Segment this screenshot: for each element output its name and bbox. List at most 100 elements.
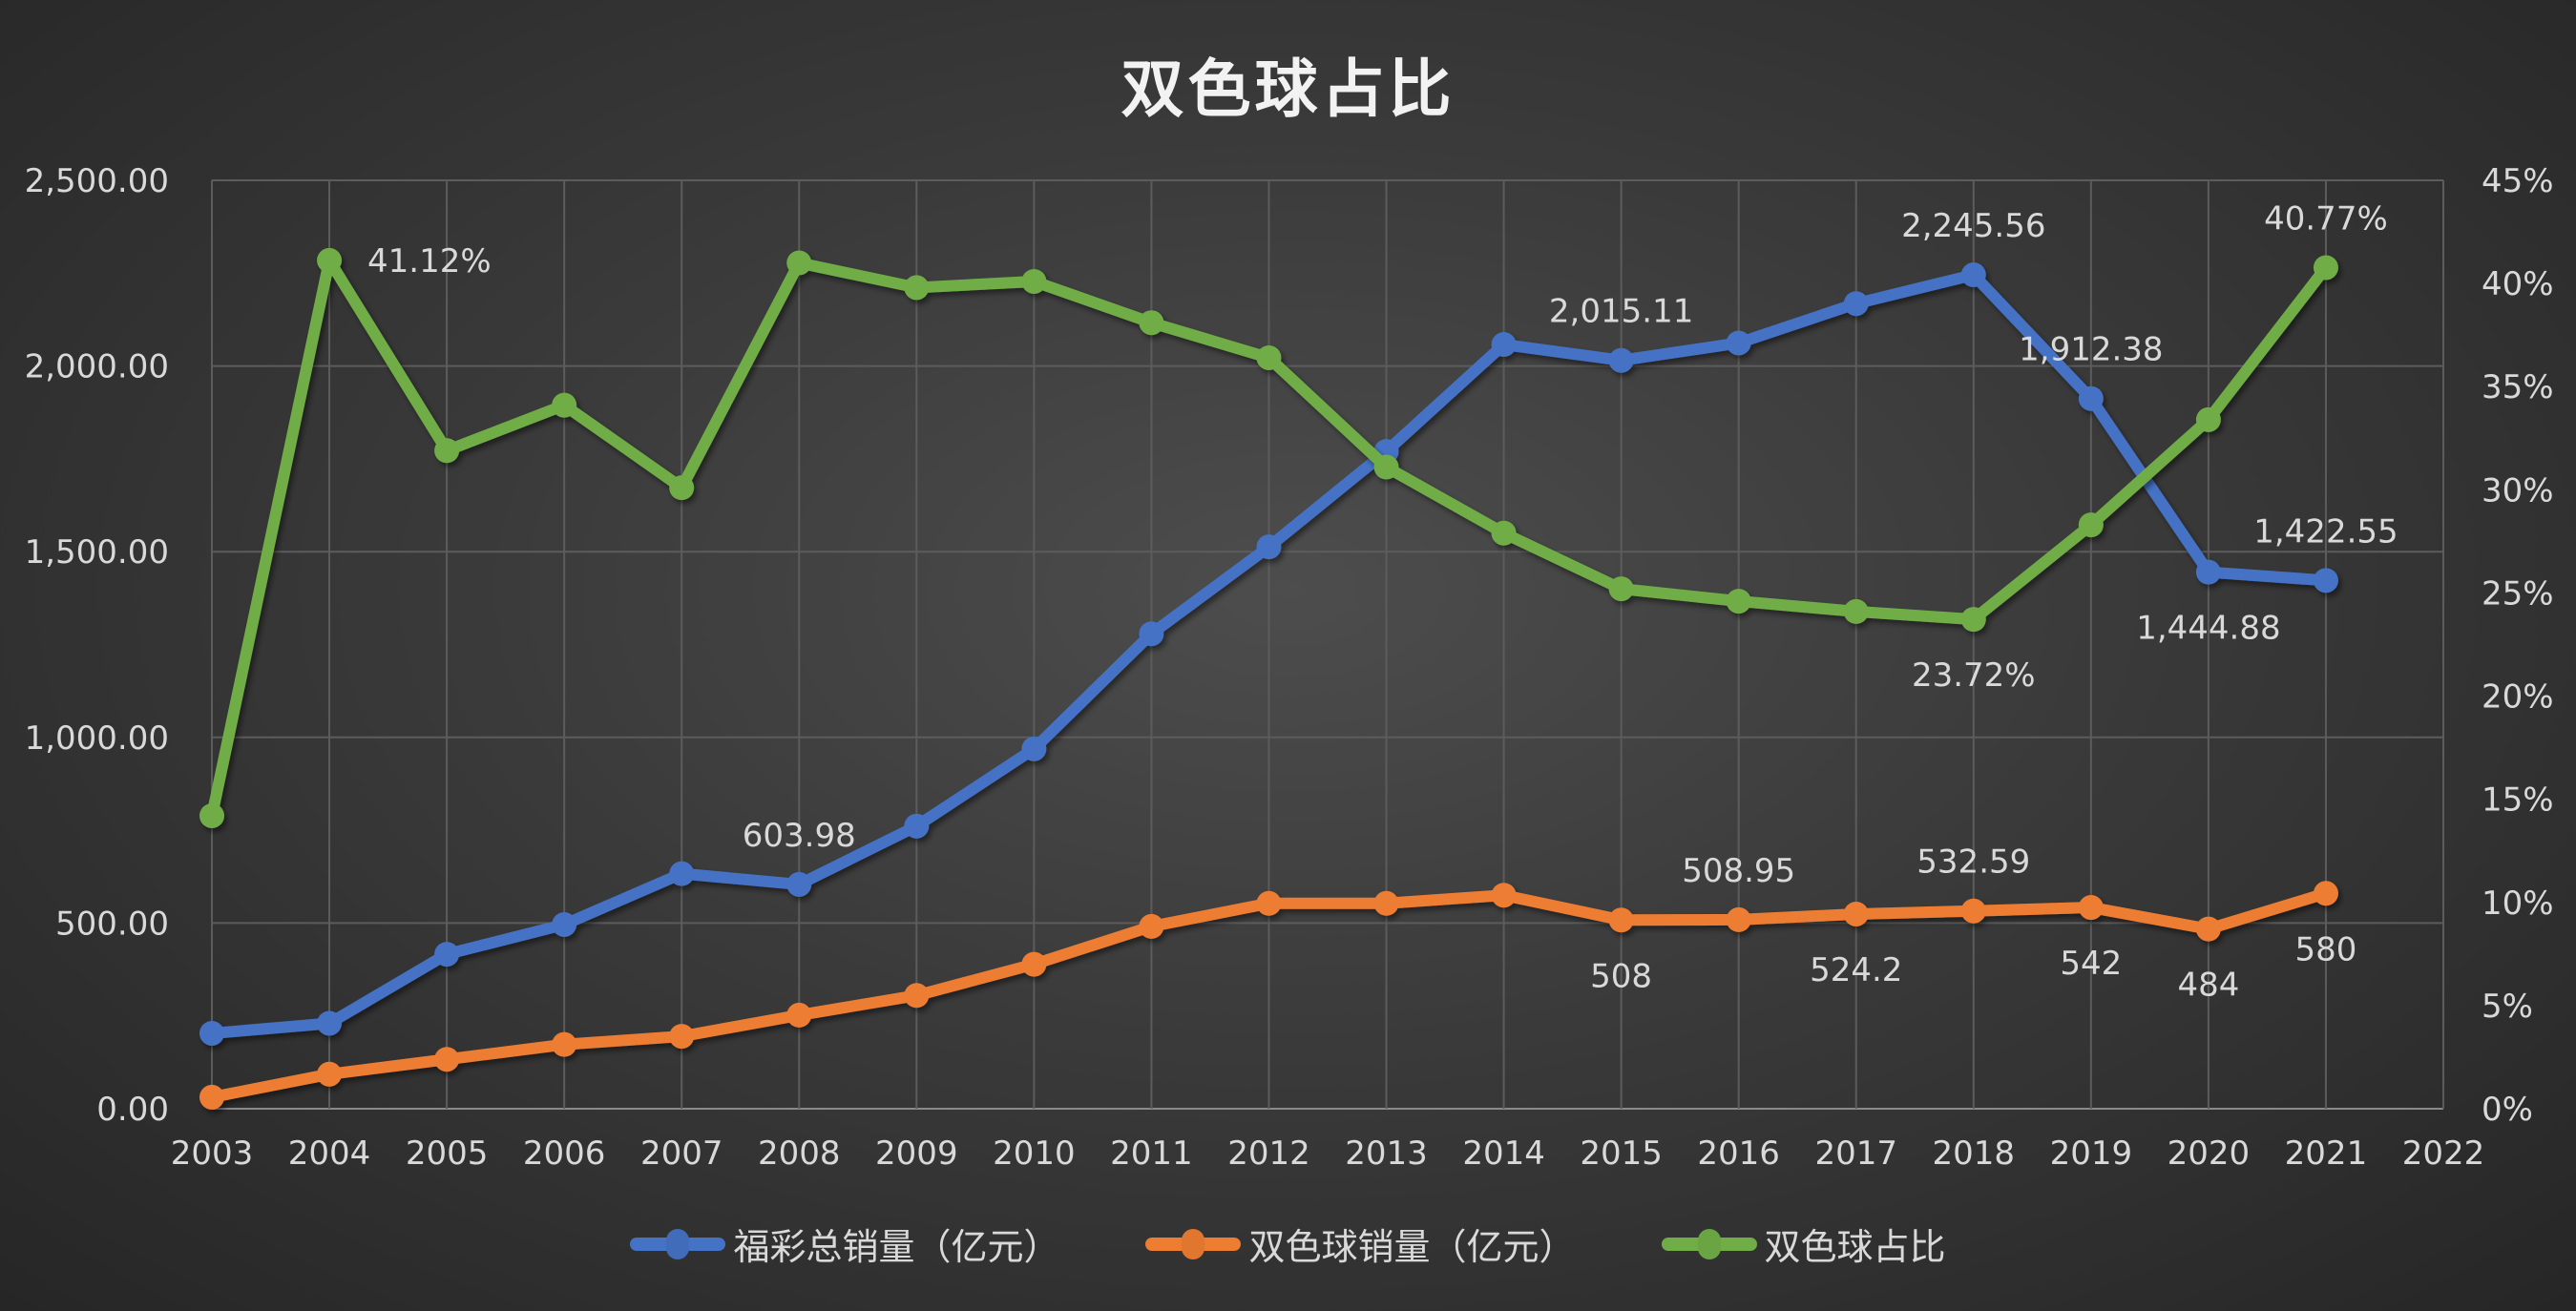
data-point	[2195, 559, 2221, 585]
data-point	[904, 813, 930, 839]
data-point	[2313, 881, 2338, 906]
data-label: 532.59	[1916, 843, 2030, 882]
data-point	[1726, 906, 1751, 932]
data-label: 40.77%	[2264, 199, 2388, 238]
data-point	[1373, 890, 1399, 916]
data-point	[1256, 534, 1282, 560]
x-tick-label: 2008	[758, 1134, 841, 1173]
x-tick-label: 2007	[640, 1134, 723, 1173]
y-left-tick-label: 1,500.00	[25, 533, 169, 572]
y-left-tick-label: 2,500.00	[25, 162, 169, 200]
data-label: 1,422.55	[2253, 512, 2398, 551]
legend-label: 双色球占比	[1764, 1226, 1946, 1268]
data-label: 2,245.56	[1901, 207, 2045, 245]
x-tick-label: 2016	[1697, 1134, 1780, 1173]
y-left-tick-label: 1,000.00	[25, 719, 169, 758]
data-point	[1960, 898, 1986, 924]
y-left-tick-label: 0.00	[96, 1091, 169, 1129]
data-point	[786, 250, 812, 276]
x-tick-label: 2003	[171, 1134, 254, 1173]
y-right-tick-label: 10%	[2482, 884, 2554, 923]
data-point	[1021, 951, 1047, 977]
data-point	[669, 1024, 695, 1050]
x-tick-label: 2004	[288, 1134, 371, 1173]
x-tick-label: 2013	[1345, 1134, 1428, 1173]
data-point	[786, 871, 812, 897]
x-tick-label: 2019	[2050, 1134, 2133, 1173]
data-point	[1843, 901, 1869, 926]
y-right-tick-label: 20%	[2482, 678, 2554, 717]
x-tick-label: 2017	[1814, 1134, 1897, 1173]
data-point	[1726, 330, 1751, 356]
y-right-tick-label: 45%	[2482, 162, 2554, 200]
data-point	[434, 438, 460, 464]
legend-item-total-sales[interactable]: 福彩总销量（亿元）	[630, 1217, 1059, 1270]
data-point	[434, 1047, 460, 1072]
data-label: 603.98	[743, 817, 856, 855]
series-1	[199, 881, 2338, 1110]
data-point	[1139, 913, 1164, 939]
data-point	[2313, 255, 2338, 281]
data-point	[1491, 520, 1517, 546]
x-tick-label: 2010	[993, 1134, 1076, 1173]
data-label: 41.12%	[367, 242, 492, 281]
y-right-tick-label: 25%	[2482, 574, 2554, 613]
data-point	[2195, 406, 2221, 432]
x-tick-label: 2014	[1462, 1134, 1545, 1173]
x-tick-label: 2022	[2402, 1134, 2485, 1173]
legend: 福彩总销量（亿元） 双色球销量（亿元） 双色球占比	[0, 1217, 2576, 1270]
data-label: 23.72%	[1912, 656, 2036, 695]
data-label: 484	[2177, 967, 2239, 1005]
data-point	[1491, 332, 1517, 358]
x-tick-label: 2011	[1110, 1134, 1193, 1173]
data-point	[2313, 568, 2338, 593]
data-point	[1608, 576, 1634, 602]
data-point	[434, 942, 460, 968]
legend-item-ssq-share[interactable]: 双色球占比	[1661, 1217, 1946, 1270]
data-point	[199, 1020, 224, 1046]
data-point	[1843, 598, 1869, 624]
data-point	[1256, 344, 1282, 370]
y-right-tick-label: 0%	[2482, 1091, 2533, 1129]
data-point	[552, 911, 577, 937]
x-tick-label: 2018	[1933, 1134, 2016, 1173]
y-left-tick-label: 500.00	[55, 905, 169, 943]
series-lines	[199, 247, 2338, 1110]
data-point	[2078, 895, 2104, 921]
data-point	[786, 1002, 812, 1028]
data-label: 1,444.88	[2136, 610, 2280, 648]
legend-label: 福彩总销量（亿元）	[733, 1226, 1060, 1268]
x-tick-label: 2021	[2285, 1134, 2368, 1173]
data-label: 580	[2294, 930, 2356, 968]
data-point	[669, 475, 695, 501]
data-point	[1139, 621, 1164, 647]
data-point	[1726, 589, 1751, 614]
chart-title: 双色球占比	[1120, 52, 1456, 126]
data-point	[2195, 916, 2221, 942]
x-tick-label: 2015	[1580, 1134, 1663, 1173]
data-point	[1139, 310, 1164, 336]
data-point	[1256, 890, 1282, 916]
data-point	[552, 392, 577, 418]
data-point	[199, 802, 224, 828]
x-tick-label: 2020	[2168, 1134, 2251, 1173]
legend-item-ssq-sales[interactable]: 双色球销量（亿元）	[1145, 1217, 1576, 1270]
data-label: 2,015.11	[1549, 293, 1693, 331]
data-point	[1021, 736, 1047, 761]
legend-swatch-green	[1661, 1237, 1757, 1251]
data-point	[1608, 907, 1634, 933]
x-tick-label: 2006	[523, 1134, 606, 1173]
data-point	[317, 1010, 343, 1036]
y-right-tick-label: 40%	[2482, 265, 2554, 303]
data-point	[1608, 347, 1634, 373]
data-point	[199, 1084, 224, 1110]
data-point	[1491, 883, 1517, 908]
legend-swatch-orange	[1145, 1237, 1242, 1251]
y-right-tick-label: 15%	[2482, 781, 2554, 820]
data-point	[1960, 607, 1986, 633]
data-point	[317, 1061, 343, 1087]
data-point	[2078, 385, 2104, 411]
y-right-tick-label: 35%	[2482, 368, 2554, 406]
data-point	[904, 983, 930, 1009]
